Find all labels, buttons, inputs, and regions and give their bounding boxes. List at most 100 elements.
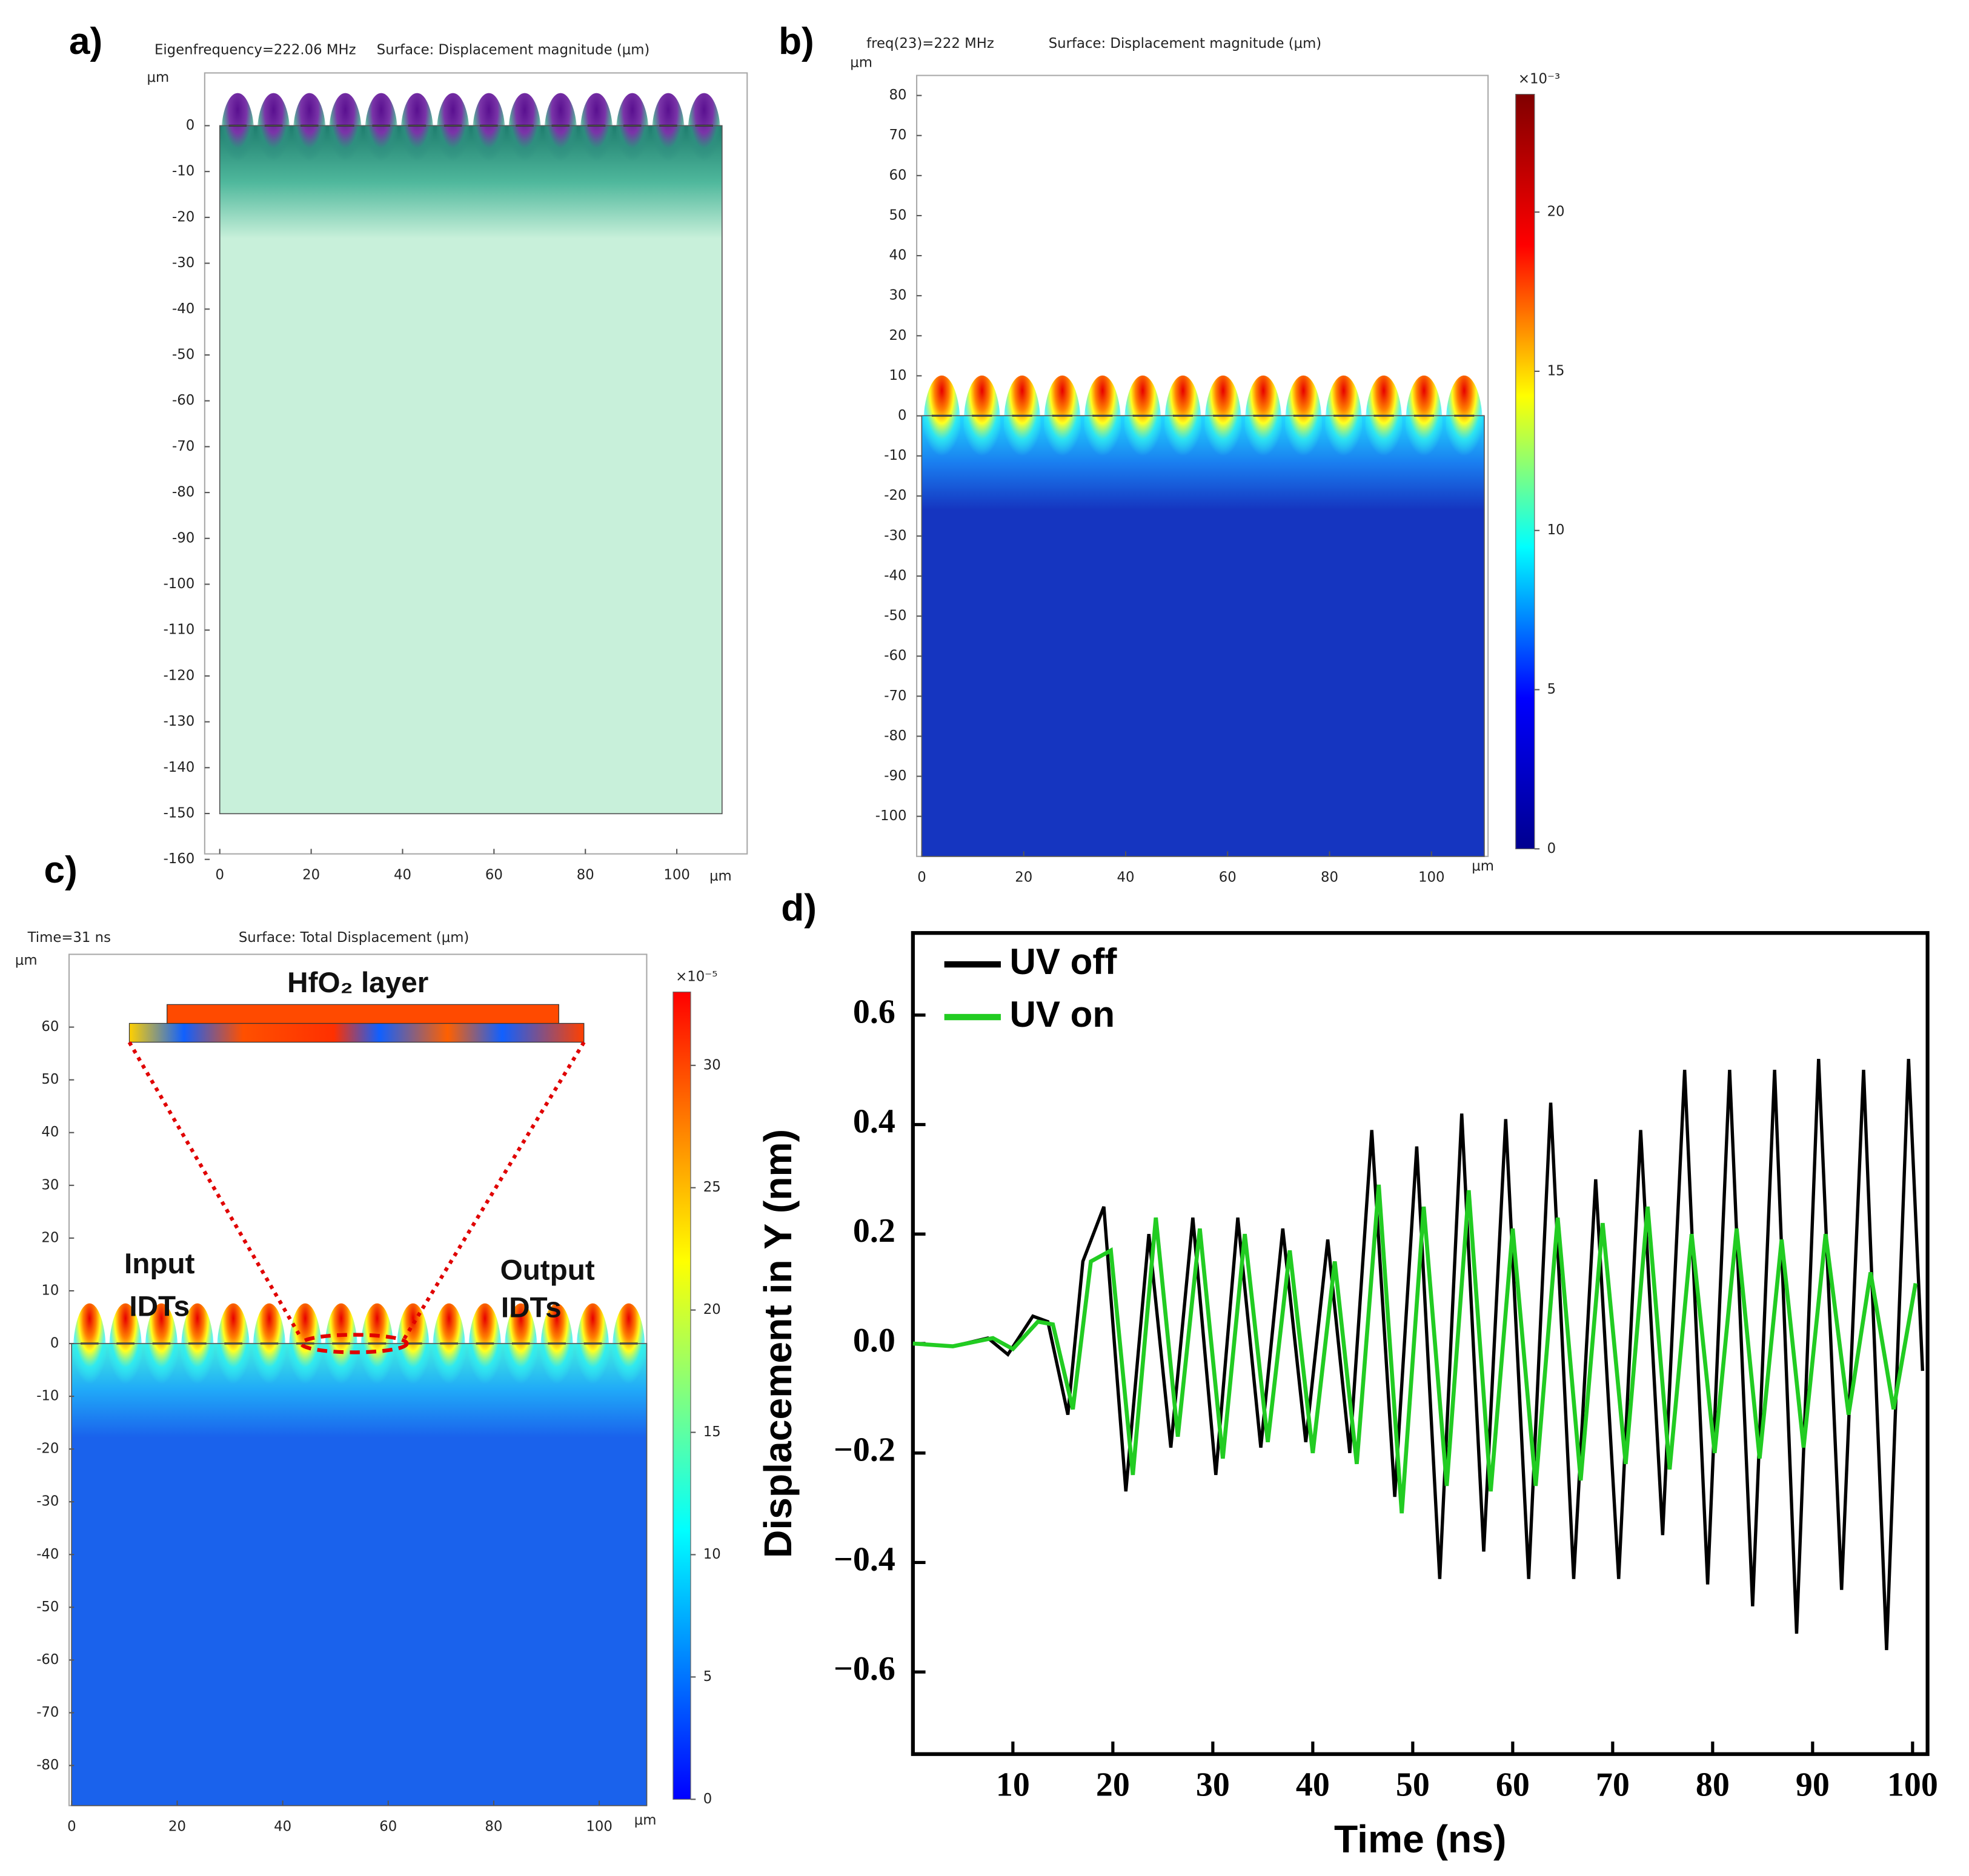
y-tick-label: 30	[41, 1177, 59, 1193]
field	[921, 375, 1484, 857]
y-tick-label: -70	[36, 1705, 59, 1720]
field-lobe	[540, 1303, 574, 1404]
x-tick-label: 60	[485, 867, 503, 883]
field-lobe	[576, 1303, 609, 1404]
field-lobe	[616, 93, 649, 179]
y-tick-label: -80	[172, 485, 194, 500]
field-lobe	[923, 375, 961, 476]
field-lobe	[468, 1303, 502, 1404]
field-lobe	[1124, 375, 1161, 476]
y-tick-label: -80	[884, 728, 906, 744]
y-tick-label: 0.4	[853, 1102, 895, 1140]
y-tick-label: 70	[889, 127, 906, 143]
y-tick-label: -150	[164, 806, 195, 821]
title: Surface: Total Displacement (μm)	[239, 930, 469, 946]
x-tick-label: 0	[917, 870, 926, 886]
y-tick-label: -130	[164, 714, 195, 729]
field-lobe	[221, 93, 254, 179]
field-lobe	[436, 93, 470, 179]
x-unit: μm	[634, 1812, 657, 1828]
field-lobe	[1284, 375, 1322, 476]
field-lobe	[108, 1303, 142, 1404]
y-tick-label: -90	[172, 530, 194, 546]
y-tick-label: -10	[36, 1388, 59, 1404]
x-tick-label: 80	[1321, 870, 1338, 886]
x-tick-label: 80	[577, 867, 594, 883]
y-tick-label: 0.6	[853, 993, 895, 1031]
y-tick-label: -110	[164, 622, 195, 638]
y-tick-label: -30	[884, 528, 906, 543]
field-lobe	[253, 1303, 286, 1404]
y-axis-title: Displacement in Y (nm)	[756, 1129, 800, 1558]
field	[219, 93, 722, 814]
title: Surface: Displacement magnitude (μm)	[377, 42, 650, 58]
x-tick-label: 100	[586, 1818, 612, 1834]
x-tick-label: 100	[1887, 1766, 1938, 1804]
colorbar-tick-label: 20	[703, 1302, 721, 1318]
field-lobe	[400, 93, 434, 179]
colorbar-tick-label: 15	[1547, 363, 1565, 379]
panel-label: a)	[69, 21, 102, 62]
x-tick-label: 40	[1296, 1766, 1330, 1804]
y-tick-label: −0.6	[834, 1650, 895, 1688]
x-tick-label: 100	[663, 867, 689, 883]
field-lobe	[1003, 375, 1041, 476]
field-lobe	[328, 93, 362, 179]
field-border	[219, 125, 723, 815]
x-tick-label: 80	[485, 1818, 502, 1834]
colorbar-tick-label: 5	[703, 1669, 712, 1685]
field-lobe	[216, 1303, 250, 1404]
y-unit: μm	[850, 55, 872, 70]
colorbar-tick-label: 0	[1547, 841, 1556, 857]
field-lobe	[1043, 375, 1081, 476]
info: freq(23)=222 MHz	[866, 36, 994, 51]
x-tick-label: 10	[996, 1766, 1030, 1804]
field-lobe	[651, 93, 685, 179]
field-lobe	[1446, 375, 1483, 476]
x-tick-label: 20	[1096, 1766, 1130, 1804]
y-tick-label: -40	[172, 301, 194, 317]
x-unit: μm	[1472, 858, 1494, 874]
x-tick-label: 40	[274, 1818, 291, 1834]
field-lobe	[1325, 375, 1363, 476]
x-unit: μm	[709, 868, 732, 884]
colorbar-tick-label: 30	[703, 1057, 721, 1073]
data-line	[912, 1184, 1918, 1514]
colorbar-tick-label: 10	[1547, 522, 1565, 538]
field-lobe	[73, 1303, 107, 1404]
y-tick-label: 30	[889, 288, 906, 303]
y-tick-label: -60	[884, 648, 906, 664]
x-tick-label: 0	[67, 1818, 76, 1834]
y-tick-label: -120	[164, 668, 195, 683]
annotation: HfO₂ layer	[287, 967, 428, 999]
field-border	[71, 1343, 648, 1806]
field-lobe	[1164, 375, 1201, 476]
data-line	[912, 1058, 1925, 1651]
x-tick-label: 70	[1596, 1766, 1630, 1804]
field-lobe	[472, 93, 506, 179]
y-tick-label: -20	[36, 1441, 59, 1457]
field-lobe	[1244, 375, 1282, 476]
y-tick-label: 60	[41, 1019, 59, 1035]
hfo2-inset	[127, 1004, 586, 1354]
y-tick-label: 80	[889, 87, 906, 103]
field-lobe	[396, 1303, 430, 1404]
field-lobe	[687, 93, 721, 179]
y-tick-label: -10	[172, 164, 194, 179]
annotation: Output	[500, 1254, 595, 1286]
y-tick-label: -30	[172, 255, 194, 271]
y-tick-label: −0.4	[834, 1540, 895, 1578]
y-tick-label: 40	[41, 1124, 59, 1140]
legend-label: UV on	[1009, 994, 1115, 1035]
x-tick-label: 20	[302, 867, 320, 883]
y-tick-label: -100	[875, 808, 907, 824]
y-tick-label: -50	[36, 1599, 59, 1615]
field-lobe	[963, 375, 1001, 476]
x-tick-label: 0	[215, 867, 224, 883]
colorbar-tick-label: 5	[1547, 681, 1556, 697]
annotation: IDTs	[129, 1291, 190, 1323]
y-tick-label: 10	[889, 368, 906, 383]
field-lobe	[293, 93, 327, 179]
field-lobe	[1405, 375, 1443, 476]
y-tick-label: 0.0	[853, 1322, 895, 1359]
